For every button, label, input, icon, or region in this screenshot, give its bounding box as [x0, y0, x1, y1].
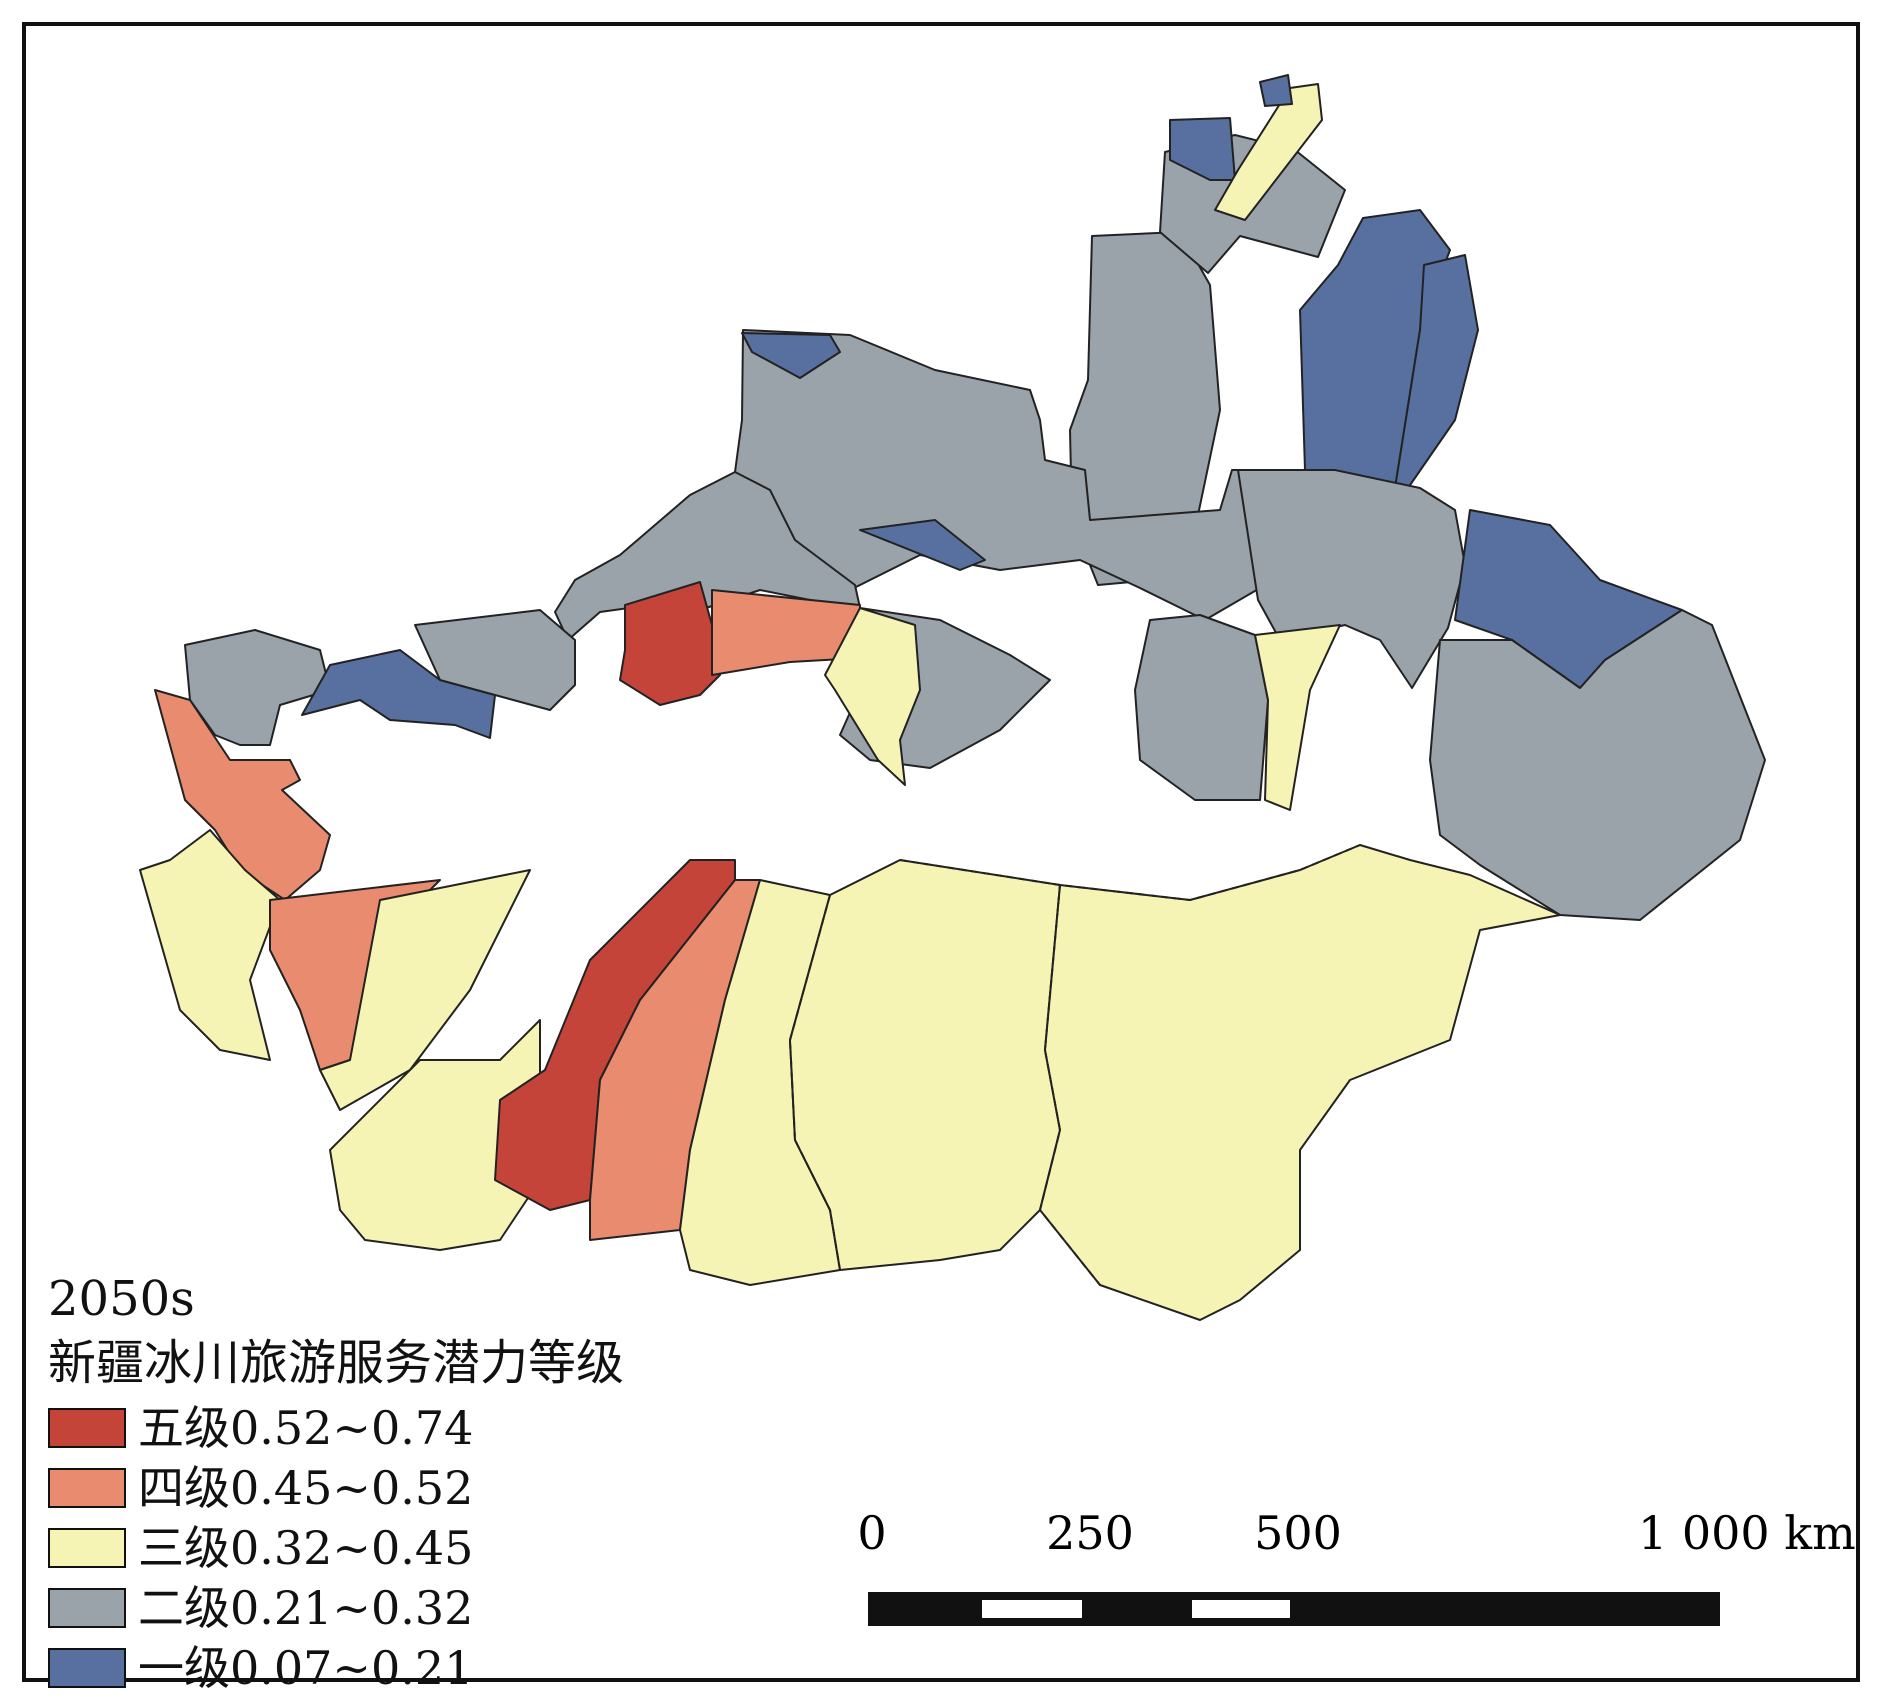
region-yellow-mid	[824, 607, 921, 786]
region-northeast-blue-2	[1394, 254, 1479, 489]
scale-bar-segment-white-1	[982, 1600, 1082, 1618]
region-kashgar-red	[619, 581, 721, 706]
region-west-orange	[154, 689, 331, 901]
legend-label-level-3: 三级0.32~0.45	[138, 1521, 474, 1575]
region-altay-top-blue	[1259, 74, 1293, 107]
dashed-boundary-2	[1038, 884, 1101, 1286]
region-blue-small-northwest	[741, 332, 841, 379]
region-west-blue	[301, 649, 496, 739]
region-turpan-grey	[1134, 614, 1269, 801]
scale-tick-500: 500	[1254, 1506, 1342, 1560]
dashed-boundary-3	[899, 844, 1361, 902]
region-kashgar-orange	[711, 589, 861, 676]
legend-period: 2050s	[48, 1271, 195, 1327]
legend-swatch-level-5	[48, 1408, 126, 1448]
region-east-grey	[1429, 609, 1766, 921]
legend-title: 新疆冰川旅游服务潜力等级	[48, 1335, 625, 1391]
region-west-grey-2	[414, 609, 576, 711]
legend-swatch-level-3	[48, 1528, 126, 1568]
region-west-yellow-1	[139, 829, 281, 1061]
dashed-boundary-1	[788, 894, 841, 1271]
region-central-yellow-narrow	[1254, 624, 1341, 811]
legend-item-level-2: 二级0.21~0.32	[48, 1578, 808, 1638]
scale-bar-segment-white-2	[1192, 1600, 1290, 1618]
legend-item-level-1: 一级0.07~0.21	[48, 1638, 808, 1698]
legend-label-level-4: 四级0.45~0.52	[138, 1461, 474, 1515]
map-legend: 2050s 新疆冰川旅游服务潜力等级 五级0.52~0.74 四级0.45~0.…	[48, 1268, 808, 1698]
legend-label-level-5: 五级0.52~0.74	[138, 1401, 474, 1455]
legend-item-level-4: 四级0.45~0.52	[48, 1458, 808, 1518]
legend-label-level-2: 二级0.21~0.32	[138, 1581, 474, 1635]
legend-item-level-3: 三级0.32~0.45	[48, 1518, 808, 1578]
region-south-yellow-2	[789, 859, 1061, 1271]
region-altay-strip-yellow	[1214, 83, 1323, 221]
legend-swatch-level-2	[48, 1588, 126, 1628]
legend-item-level-5: 五级0.52~0.74	[48, 1398, 808, 1458]
scale-tick-1000: 1 000 km	[1638, 1506, 1856, 1560]
region-blue-narrow	[859, 519, 986, 571]
legend-swatch-level-4	[48, 1468, 126, 1508]
region-south-yellow-3	[1039, 844, 1561, 1321]
region-northwest-grey-large	[554, 471, 861, 641]
region-hotan-red	[494, 859, 736, 1211]
scale-tick-250: 250	[1046, 1506, 1134, 1560]
region-west-yellow-2	[319, 869, 531, 1111]
scale-bar-line	[868, 1592, 1720, 1626]
scale-bar: 0 250 500 1 000 km	[857, 1506, 1856, 1630]
scale-tick-0: 0	[857, 1506, 887, 1560]
region-altay-northwest-blue	[1169, 117, 1236, 181]
legend-swatch-level-1	[48, 1648, 126, 1688]
legend-label-level-1: 一级0.07~0.21	[138, 1641, 474, 1695]
